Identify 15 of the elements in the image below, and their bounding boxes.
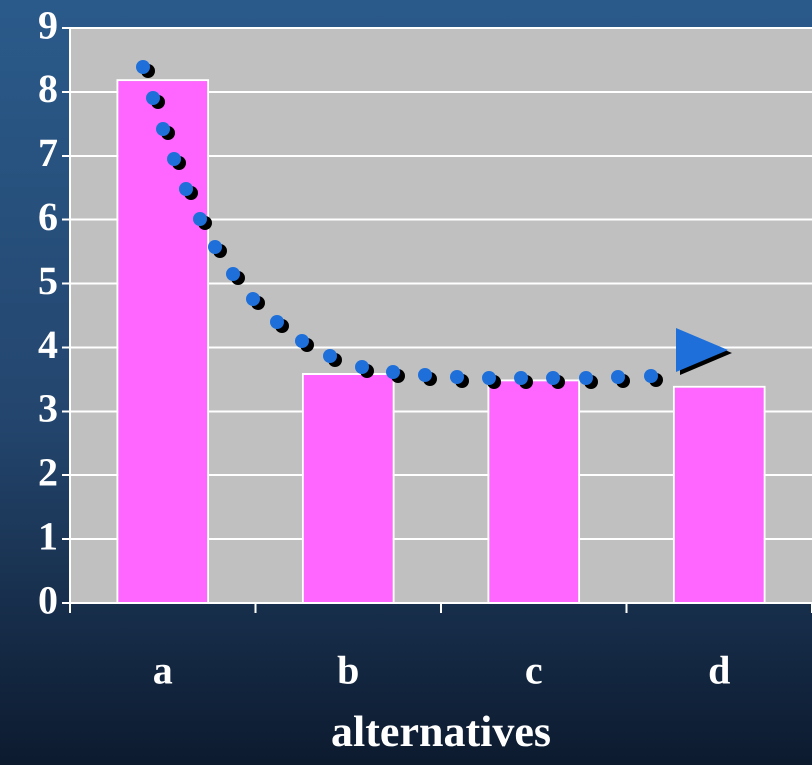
y-tick-label: 9 [38,2,58,48]
y-tick-label: 3 [38,386,58,431]
x-tick-label: c [524,647,543,692]
y-tick-label: 5 [38,258,58,303]
x-tick-label: d [708,647,730,692]
x-tick-label: a [152,647,173,692]
y-tick-label: 7 [38,130,58,176]
x-axis-title: alternatives [331,706,551,756]
y-tick-label: 0 [38,577,58,622]
x-tick-label: b [337,647,360,692]
y-tick-label: 6 [38,194,58,239]
y-tick-label: 8 [38,66,58,112]
y-tick-label: 2 [38,450,58,495]
y-tick-label: 1 [38,513,58,558]
y-tick-label: 4 [38,322,58,367]
